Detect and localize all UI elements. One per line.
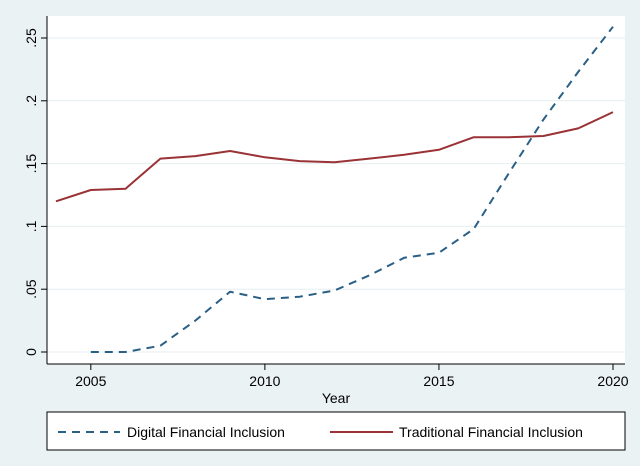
y-tick-label: .25 <box>23 28 39 48</box>
y-tick-label: .1 <box>23 220 39 232</box>
plot-area <box>47 16 625 364</box>
y-tick-label: .15 <box>23 154 39 174</box>
y-tick-label: .05 <box>23 279 39 299</box>
x-axis-ticks: 2005 2010 2015 2020 <box>75 364 629 389</box>
x-tick-label: 2010 <box>249 373 280 389</box>
y-axis-ticks: 0 .05 .1 .15 .2 .25 <box>23 28 47 356</box>
legend: Digital Financial Inclusion Traditional … <box>46 411 626 451</box>
legend-label-traditional: Traditional Financial Inclusion <box>399 424 583 440</box>
legend-label-digital: Digital Financial Inclusion <box>127 424 285 440</box>
x-tick-label: 2015 <box>423 373 454 389</box>
series-line-digital <box>90 26 614 353</box>
x-tick-label: 2020 <box>597 373 628 389</box>
x-axis-title: Year <box>322 390 351 406</box>
y-tick-label: 0 <box>23 348 39 356</box>
series-line-traditional <box>55 111 614 203</box>
series-layer <box>55 26 614 353</box>
y-tick-label: .2 <box>23 95 39 107</box>
x-tick-label: 2005 <box>75 373 106 389</box>
